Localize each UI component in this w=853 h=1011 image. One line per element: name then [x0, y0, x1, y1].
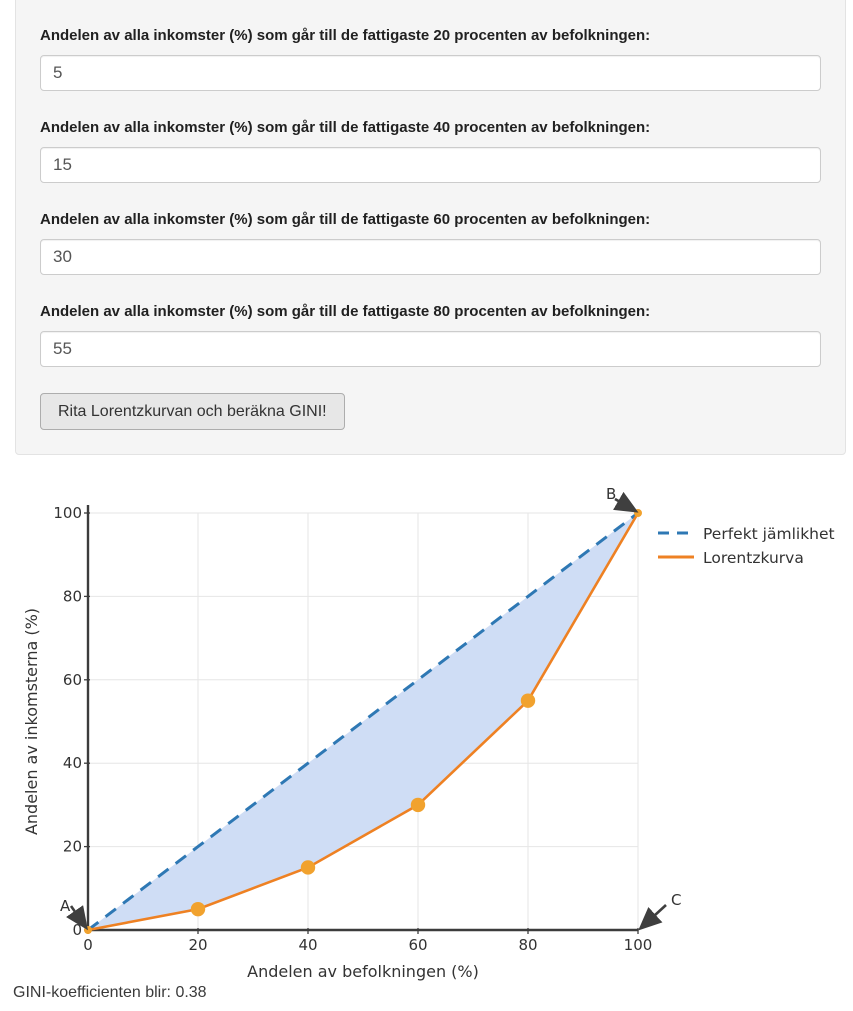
legend-label: Lorentzkurva [703, 549, 804, 567]
equality-line [87, 511, 639, 932]
annotation-arrow-b [613, 491, 639, 513]
income-share-60-input[interactable] [40, 239, 821, 275]
income-share-40-label: Andelen av alla inkomster (%) som går ti… [40, 119, 651, 136]
x-tick-label: 100 [624, 936, 653, 954]
lorenz-line [87, 512, 640, 932]
gini-result-text: GINI-koefficienten blir: 0.38 [13, 984, 207, 1001]
draw-lorenz-button[interactable]: Rita Lorentzkurvan och beräkna GINI! [40, 393, 345, 430]
y-tick-label: 20 [63, 838, 82, 856]
chart-axis-titles: Andelen av befolkningen (%) Andelen av in… [22, 608, 479, 981]
lorenz-data-point [190, 901, 206, 917]
x-axis-title: Andelen av befolkningen (%) [247, 962, 479, 981]
annotation-label-a: A [60, 897, 71, 915]
annotation-arrow-a [66, 905, 88, 931]
lorenz-data-point [84, 926, 92, 934]
chart-legend: Perfekt jämlikhet Lorentzkurva [658, 525, 835, 567]
income-share-40-input[interactable] [40, 147, 821, 183]
chart-tick-labels: 0 20 40 60 80 100 0 20 40 60 80 100 [53, 504, 652, 954]
chart-annotations: A B C [60, 485, 681, 931]
field-group-60: Andelen av alla inkomster (%) som går ti… [40, 210, 821, 275]
lorenz-data-point [410, 797, 426, 813]
legend-label: Perfekt jämlikhet [703, 525, 835, 543]
income-share-20-label: Andelen av alla inkomster (%) som går ti… [40, 27, 651, 44]
x-tick-label: 0 [83, 936, 93, 954]
chart-fill-area [88, 513, 638, 930]
annotation-label-c: C [671, 891, 681, 909]
income-share-20-input[interactable] [40, 55, 821, 91]
y-tick-label: 0 [72, 921, 82, 939]
lorenz-data-point [634, 509, 642, 517]
y-axis-title: Andelen av inkomsterna (%) [22, 608, 41, 835]
lorenz-data-point [520, 693, 536, 708]
lorenz-curve-chart: 0 20 40 60 80 100 0 20 40 60 80 100 Andelen av befo… [22, 485, 835, 981]
chart-series [84, 509, 642, 934]
inequality-area [88, 513, 638, 930]
annotation-label-b: B [606, 485, 616, 503]
field-group-20: Andelen av alla inkomster (%) som går ti… [40, 26, 821, 91]
y-tick-label: 60 [63, 671, 82, 689]
lorenz-data-point [300, 860, 316, 875]
field-group-80: Andelen av alla inkomster (%) som går ti… [40, 302, 821, 367]
x-tick-label: 40 [298, 936, 317, 954]
field-group-40: Andelen av alla inkomster (%) som går ti… [40, 118, 821, 183]
y-tick-label: 100 [53, 504, 82, 522]
annotation-arrow-c [638, 904, 667, 931]
x-tick-label: 20 [188, 936, 207, 954]
income-input-panel: Andelen av alla inkomster (%) som går ti… [15, 0, 846, 455]
income-share-80-label: Andelen av alla inkomster (%) som går ti… [40, 303, 651, 320]
income-share-80-input[interactable] [40, 331, 821, 367]
y-tick-label: 80 [63, 587, 82, 605]
income-share-60-label: Andelen av alla inkomster (%) som går ti… [40, 211, 651, 228]
x-tick-label: 80 [518, 936, 537, 954]
x-tick-label: 60 [408, 936, 427, 954]
y-tick-label: 40 [63, 754, 82, 772]
